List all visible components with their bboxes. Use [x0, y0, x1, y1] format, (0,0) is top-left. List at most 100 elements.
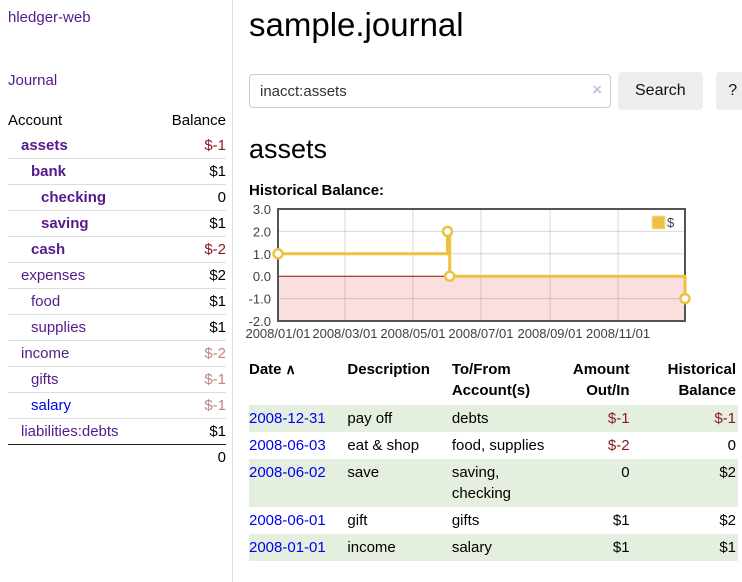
account-row: liabilities:debts $1	[8, 418, 226, 445]
account-row: supplies $1	[8, 314, 226, 341]
transaction-accounts: gifts	[451, 512, 480, 529]
accounts-total-value: 0	[217, 449, 226, 466]
accounts-header-account: Account	[8, 112, 63, 129]
accounts-header-balance: Balance	[171, 112, 226, 129]
transaction-row: 2008-06-01 gift gifts $1 $2	[249, 507, 738, 534]
account-row: cash $-2	[8, 236, 226, 263]
svg-text:3.0: 3.0	[253, 202, 271, 217]
account-row: expenses $2	[8, 262, 226, 289]
register-header-date-label: Date	[249, 361, 282, 378]
transaction-description: eat & shop	[347, 437, 420, 454]
transaction-description: income	[347, 539, 396, 556]
svg-text:2008/07/01: 2008/07/01	[448, 326, 513, 341]
account-balance: $-1	[204, 137, 226, 154]
transaction-amount: $1	[612, 539, 630, 556]
sidebar-item-journal[interactable]: Journal	[8, 72, 58, 89]
svg-text:2008/05/01: 2008/05/01	[380, 326, 445, 341]
search-input[interactable]	[249, 74, 611, 108]
account-row: gifts $-1	[8, 366, 226, 393]
account-link[interactable]: food	[31, 293, 61, 310]
transaction-balance: $1	[719, 539, 736, 556]
svg-text:2.0: 2.0	[253, 224, 271, 239]
transaction-balance: 0	[727, 437, 736, 454]
accounts-total-row: 0	[8, 444, 226, 471]
search-form: × Search ?	[249, 72, 742, 110]
historical-balance-chart: 3.0 2.0 1.0 0.0 -1.0 -2.0 2008/01/01 2008/03/01…	[245, 202, 742, 343]
search-button[interactable]: Search	[618, 72, 703, 110]
account-balance: $-2	[204, 241, 226, 258]
transaction-row: 2008-06-03 eat & shop food, supplies $-2…	[249, 432, 738, 459]
account-balance: $-1	[204, 371, 226, 388]
register-header-description: Description	[347, 361, 430, 378]
account-row: bank $1	[8, 158, 226, 185]
account-balance: 0	[217, 189, 226, 206]
transaction-date-link[interactable]: 2008-01-01	[249, 539, 326, 556]
main-content: sample.journal × Search ? assets Histori…	[233, 0, 742, 582]
svg-text:2008/03/01: 2008/03/01	[312, 326, 377, 341]
search-box: ×	[249, 74, 611, 108]
transaction-date-link[interactable]: 2008-12-31	[249, 410, 326, 427]
register-header-balance: Historical Balance	[667, 361, 736, 399]
account-link[interactable]: saving	[41, 215, 89, 232]
transaction-description: save	[347, 464, 380, 481]
transaction-row: 2008-12-31 pay off debts $-1 $-1	[249, 405, 738, 432]
transaction-accounts: salary	[451, 539, 492, 556]
register-header-amount: Amount Out/In	[572, 361, 630, 399]
account-link[interactable]: checking	[41, 189, 107, 206]
register-table: Date ∧ Description To/From Account(s) Amo…	[249, 357, 738, 561]
account-link[interactable]: salary	[31, 397, 72, 414]
transaction-date-link[interactable]: 2008-06-01	[249, 512, 326, 529]
svg-text:0.0: 0.0	[253, 269, 271, 284]
chart-title: Historical Balance:	[249, 182, 385, 199]
account-link[interactable]: bank	[31, 163, 67, 180]
account-link[interactable]: supplies	[31, 319, 87, 336]
account-balance: $1	[209, 423, 226, 440]
account-link[interactable]: assets	[21, 137, 68, 154]
svg-text:2008/11/01: 2008/11/01	[586, 326, 650, 341]
account-balance: $-2	[204, 345, 226, 362]
account-row: checking 0	[8, 184, 226, 211]
svg-text:2008/01/01: 2008/01/01	[245, 326, 310, 341]
transaction-balance: $2	[719, 512, 736, 529]
transaction-balance: $-1	[714, 410, 736, 427]
help-button[interactable]: ?	[715, 72, 742, 110]
transaction-accounts: saving, checking	[451, 464, 512, 502]
account-balance: $1	[209, 293, 226, 310]
account-heading: assets	[249, 134, 328, 164]
app-brand-link[interactable]: hledger-web	[8, 9, 91, 26]
svg-text:1.0: 1.0	[253, 247, 271, 262]
transaction-description: pay off	[347, 410, 393, 427]
register-header-date: Date ∧	[249, 357, 347, 405]
account-link[interactable]: income	[21, 345, 70, 362]
account-balance: $1	[209, 163, 226, 180]
account-row: saving $1	[8, 210, 226, 237]
transaction-balance: $2	[719, 464, 736, 481]
accounts-header-row: Account Balance	[8, 108, 226, 133]
transaction-amount: $1	[612, 512, 630, 529]
register-header-accounts: To/From Account(s)	[451, 361, 531, 399]
transaction-amount: $-2	[607, 437, 630, 454]
register-header-row: Date ∧ Description To/From Account(s) Amo…	[249, 357, 738, 405]
sort-ascending-icon: ∧	[285, 361, 296, 377]
sidebar: hledger-web Journal Account Balance asse…	[0, 0, 233, 582]
transaction-accounts: food, supplies	[451, 437, 545, 454]
account-link[interactable]: cash	[31, 241, 66, 258]
account-link[interactable]: expenses	[21, 267, 86, 284]
transaction-description: gift	[347, 512, 368, 529]
account-link[interactable]: liabilities:debts	[21, 423, 119, 440]
svg-text:2008/09/01: 2008/09/01	[518, 326, 583, 341]
page-title: sample.journal	[249, 6, 464, 43]
clear-search-icon[interactable]: ×	[592, 80, 602, 99]
account-balance: $-1	[204, 397, 226, 414]
transaction-accounts: debts	[451, 410, 489, 427]
account-link[interactable]: gifts	[31, 371, 59, 388]
account-row: income $-2	[8, 340, 226, 367]
account-balance: $1	[209, 215, 226, 232]
svg-text:$: $	[667, 215, 675, 230]
svg-text:-2.0: -2.0	[249, 314, 271, 329]
transaction-date-link[interactable]: 2008-06-03	[249, 437, 326, 454]
account-row: assets $-1	[8, 133, 226, 159]
transaction-date-link[interactable]: 2008-06-02	[249, 464, 326, 481]
